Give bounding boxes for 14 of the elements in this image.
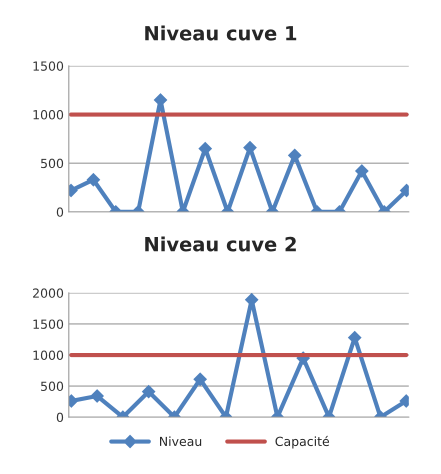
y-tick-label: 500 [41, 382, 64, 391]
y-tick-label: 1000 [33, 110, 64, 120]
legend-label: Capacité [275, 436, 330, 449]
y-tick-label: 0 [56, 207, 64, 217]
chart-title: Niveau cuve 1 [145, 26, 296, 41]
point [194, 372, 207, 386]
y-tick-label: 500 [41, 158, 64, 168]
legend-label: Niveau [160, 436, 202, 446]
chart-title: Niveau cuve 2 [145, 236, 296, 252]
y-tick-label: 1000 [33, 350, 64, 360]
y-tick-label: 1500 [33, 61, 64, 71]
y-tick-label: 1500 [33, 319, 64, 329]
y-tick-label: 0 [56, 412, 64, 422]
y-tick-label: 2000 [33, 288, 64, 298]
